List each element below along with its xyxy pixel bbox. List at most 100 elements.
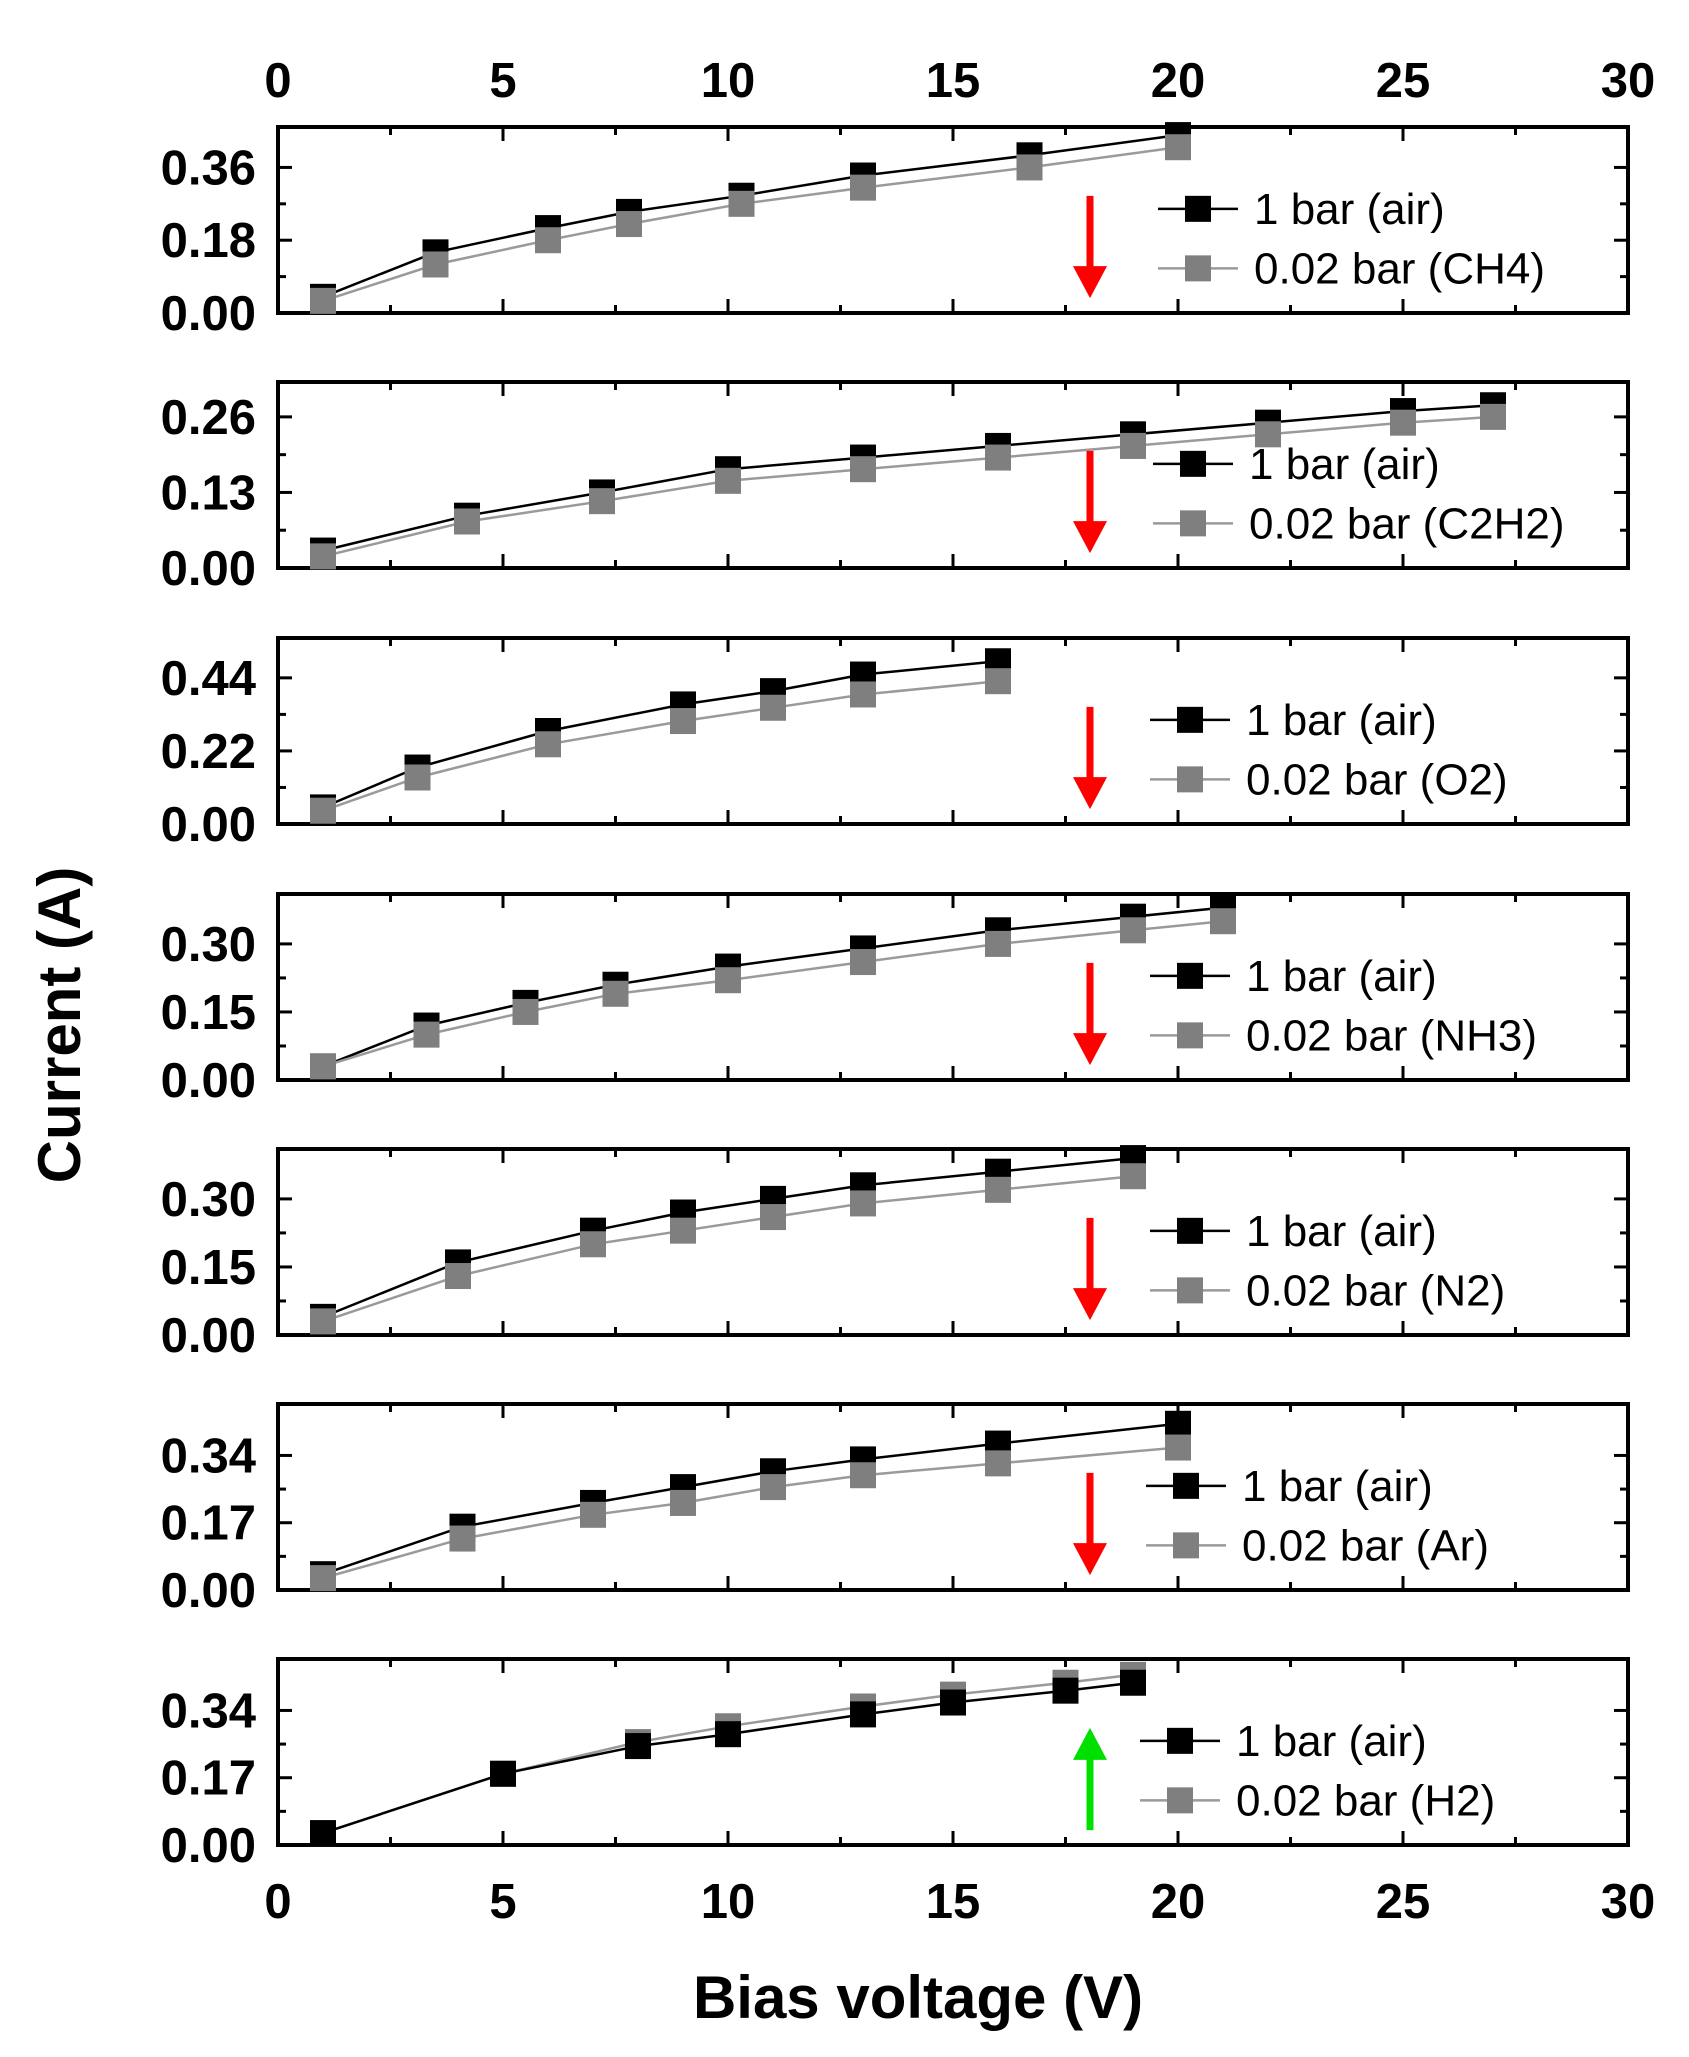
panel-nh3: 0.00 0.15 0.30 1 bar (air) 0.02 bar (NH3): [161, 892, 1630, 1108]
series-line-air: [322, 404, 1494, 552]
y-tick-label: 0.00: [161, 1054, 256, 1108]
data-point-gas: [580, 1501, 606, 1528]
legend-label-gas: 0.02 bar (O2): [1246, 755, 1508, 804]
arrow-down-head: [1073, 266, 1107, 299]
data-point-gas: [602, 980, 629, 1007]
x-tick-label-bottom: 10: [701, 1875, 756, 1929]
data-point-air: [1120, 1669, 1146, 1696]
data-point-gas: [670, 1217, 696, 1244]
data-point-gas: [760, 1204, 786, 1231]
y-tick-label: 0.13: [161, 466, 256, 520]
data-point-gas: [985, 444, 1011, 471]
legend-marker-air: [1167, 1727, 1193, 1754]
panel-n2: 0.00 0.15 0.30 1 bar (air) 0.02 bar (N2): [161, 1145, 1630, 1363]
data-point-gas: [850, 456, 876, 483]
data-point-gas: [760, 1474, 786, 1501]
data-point-gas: [850, 949, 876, 976]
legend-marker-air: [1185, 195, 1211, 222]
data-point-air: [310, 1820, 336, 1847]
data-point-air: [1165, 1410, 1191, 1437]
y-tick-label: 0.15: [161, 1241, 256, 1295]
series-line-gas: [322, 679, 999, 812]
data-point-gas: [715, 967, 741, 994]
legend-marker-gas: [1185, 255, 1211, 282]
arrow-down-head: [1073, 1288, 1107, 1321]
data-point-gas: [850, 1462, 876, 1489]
data-point-gas: [310, 1565, 336, 1592]
legend-marker-air: [1173, 1472, 1199, 1499]
data-point-gas: [1165, 1434, 1191, 1461]
legend-label-gas: 0.02 bar (H2): [1236, 1776, 1495, 1825]
panel-o2: 0.00 0.22 0.44 1 bar (air) 0.02 bar (O2): [161, 636, 1630, 852]
legend-label-gas: 0.02 bar (CH4): [1254, 244, 1545, 293]
legend-marker-air: [1180, 450, 1206, 477]
series-line-gas: [322, 1174, 1134, 1323]
data-point-gas: [850, 1190, 876, 1217]
data-point-air: [850, 1701, 876, 1728]
x-tick-label-bottom: 20: [1151, 1875, 1206, 1929]
legend-marker-air: [1177, 706, 1203, 733]
data-point-gas: [589, 488, 615, 515]
series-line-gas: [322, 415, 1494, 558]
data-point-air: [715, 1721, 741, 1748]
y-axis-title: Current (A): [26, 867, 93, 1184]
data-point-gas: [310, 1308, 336, 1335]
data-point-gas: [715, 467, 741, 494]
data-point-gas: [1390, 409, 1416, 436]
x-tick-label-top: 5: [489, 54, 516, 108]
legend-marker-air: [1177, 1217, 1203, 1244]
data-point-gas: [985, 1176, 1011, 1203]
data-point-gas: [310, 543, 336, 570]
y-tick-label: 0.00: [161, 798, 256, 852]
legend-marker-gas: [1177, 1022, 1203, 1049]
arrow-down-head: [1073, 1543, 1107, 1576]
legend-label-gas: 0.02 bar (NH3): [1246, 1011, 1537, 1060]
legend-label-air: 1 bar (air): [1246, 696, 1437, 745]
legend-label-air: 1 bar (air): [1246, 1207, 1437, 1256]
data-point-gas: [449, 1525, 476, 1552]
y-tick-label: 0.26: [161, 391, 256, 445]
data-point-gas: [310, 797, 336, 824]
y-tick-label: 0.00: [161, 1309, 256, 1363]
data-point-gas: [728, 190, 755, 217]
legend-marker-gas: [1167, 1787, 1193, 1814]
data-point-gas: [670, 1489, 696, 1516]
panel-ar: 0.00 0.17 0.34 1 bar (air) 0.02 bar (Ar): [161, 1402, 1630, 1618]
legend-marker-gas: [1180, 510, 1206, 537]
x-axis-title: Bias voltage (V): [693, 1964, 1143, 2031]
y-tick-label: 0.17: [161, 1752, 256, 1806]
y-tick-label: 0.30: [161, 1173, 256, 1227]
data-point-gas: [850, 681, 876, 708]
data-point-air: [490, 1760, 516, 1787]
legend-marker-gas: [1177, 766, 1203, 793]
legend-marker-air: [1177, 962, 1203, 989]
panel-h2: 0.00 0.17 0.34 1 bar (air) 0.02 bar (H2): [161, 1657, 1630, 1873]
y-tick-label: 0.17: [161, 1497, 256, 1551]
data-point-gas: [445, 1263, 471, 1290]
series-line-gas: [322, 1446, 1179, 1580]
x-tick-label-top: 10: [701, 54, 756, 108]
arrow-down-head: [1073, 777, 1107, 810]
data-point-gas: [310, 1053, 336, 1080]
legend-label-gas: 0.02 bar (Ar): [1242, 1521, 1489, 1570]
data-point-gas: [580, 1231, 606, 1258]
legend-label-air: 1 bar (air): [1236, 1717, 1427, 1766]
data-point-air: [1052, 1677, 1079, 1704]
data-point-gas: [1016, 154, 1043, 181]
legend-label-air: 1 bar (air): [1242, 1462, 1433, 1511]
y-tick-label: 0.44: [161, 652, 256, 706]
x-tick-label-bottom: 30: [1601, 1875, 1656, 1929]
data-point-air: [625, 1733, 651, 1760]
x-tick-label-bottom: 25: [1376, 1875, 1431, 1929]
data-point-gas: [1255, 421, 1281, 448]
y-tick-label: 0.22: [161, 725, 256, 779]
y-tick-label: 0.34: [161, 1429, 256, 1483]
data-point-gas: [985, 668, 1011, 695]
y-tick-label: 0.00: [161, 287, 256, 341]
y-tick-label: 0.34: [161, 1684, 256, 1738]
data-point-gas: [985, 930, 1011, 957]
y-tick-label: 0.15: [161, 986, 256, 1040]
data-point-gas: [850, 174, 876, 201]
legend-label-gas: 0.02 bar (C2H2): [1249, 499, 1564, 548]
